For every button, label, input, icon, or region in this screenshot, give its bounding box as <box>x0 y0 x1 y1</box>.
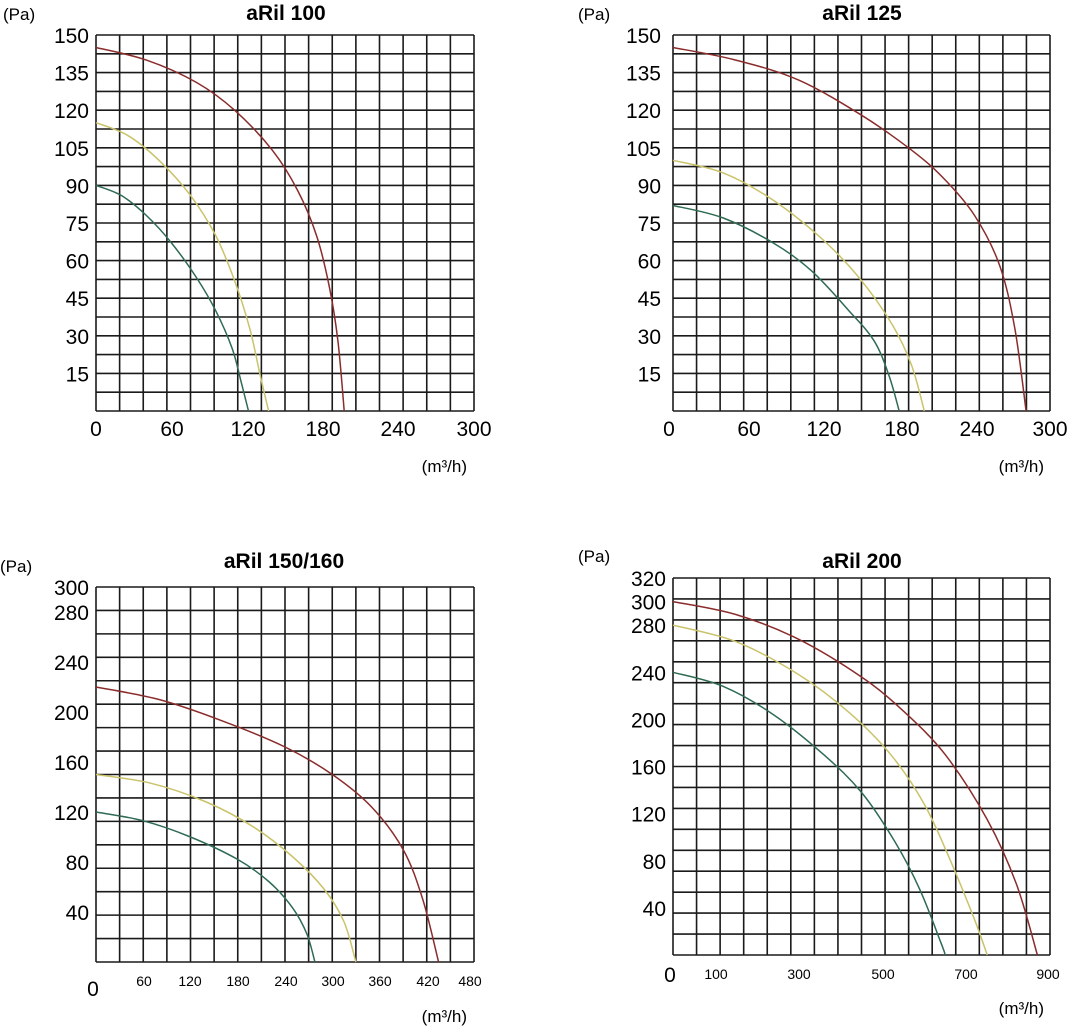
y-tick-label: 60 <box>66 251 89 274</box>
y-tick-label: 135 <box>54 63 89 86</box>
x-tick-label: 180 <box>884 418 919 441</box>
y-tick-label: 120 <box>626 100 661 123</box>
y-tick-label: 90 <box>638 175 661 198</box>
y-tick-label: 240 <box>54 652 89 675</box>
fan-curve-red <box>95 686 440 963</box>
fan-curve-yellow <box>672 159 926 412</box>
x-tick-label: 0 <box>90 418 102 441</box>
chart-aril-150-160: aRil 150/160 (Pa) (m³/h) 40 80 120 160 200 240 28… <box>0 550 482 1026</box>
y-tick-label: 240 <box>631 662 666 685</box>
chart-aril-200: aRil 200(Pa)(m³/h)4080120160200240280300… <box>578 547 1060 1018</box>
fan-curve-yellow <box>672 624 988 956</box>
x-tick-label: 300 <box>321 973 345 989</box>
y-tick-label: 120 <box>54 802 89 825</box>
chart-title: aRil 125 <box>822 2 902 25</box>
x-tick-label: 360 <box>368 973 392 989</box>
y-tick-label: 80 <box>643 851 666 874</box>
x-tick-label: 700 <box>954 966 978 982</box>
x-axis-unit-label: (m³/h) <box>999 457 1044 476</box>
x-tick-label: 480 <box>458 973 482 989</box>
y-tick-label: 45 <box>638 288 661 311</box>
fan-curve-green <box>95 811 316 963</box>
y-tick-label: 105 <box>626 138 661 161</box>
y-tick-label: 160 <box>631 757 666 780</box>
fan-curve-red <box>95 46 345 412</box>
x-tick-label: 420 <box>416 973 440 989</box>
x-tick-label: 120 <box>230 418 265 441</box>
y-tick-label: 105 <box>54 138 89 161</box>
y-tick-label: 40 <box>643 898 666 921</box>
y-tick-label: 60 <box>638 251 661 274</box>
fan-curve-red <box>672 600 1039 956</box>
y-axis-unit-label: (Pa) <box>3 5 35 24</box>
x-axis-unit-label: (m³/h) <box>422 1007 467 1026</box>
x-tick-label: 300 <box>1032 418 1067 441</box>
fan-curve-yellow <box>95 773 357 963</box>
y-tick-label: 200 <box>54 702 89 725</box>
x-tick-label: 180 <box>305 418 340 441</box>
y-tick-label: 135 <box>626 63 661 86</box>
y-tick-label: 15 <box>66 363 89 386</box>
x-tick-label: 240 <box>274 973 298 989</box>
fan-curve-yellow <box>95 122 270 412</box>
x-tick-label: 60 <box>737 418 760 441</box>
x-tick-label: 0 <box>663 418 675 441</box>
y-tick-label: 280 <box>54 602 89 625</box>
x-tick-label: 900 <box>1036 966 1060 982</box>
y-tick-label: 320 <box>631 568 666 591</box>
y-tick-label: 75 <box>638 213 661 236</box>
chart-aril-100: aRil 100 (Pa) (m³/h) 15 30 45 60 75 90 105 120 135 1… <box>3 2 492 476</box>
chart-title: aRil 150/160 <box>224 550 344 573</box>
x-axis-unit-label: (m³/h) <box>999 999 1044 1018</box>
y-tick-label: 300 <box>631 592 666 615</box>
y-tick-label: 40 <box>66 902 89 925</box>
fan-curve-green <box>95 184 250 412</box>
chart-title: aRil 200 <box>822 550 901 573</box>
x-tick-label: 120 <box>178 973 202 989</box>
x-tick-label: 240 <box>959 418 994 441</box>
x-tick-label-zero: 0 <box>87 978 99 1001</box>
y-tick-label: 150 <box>626 25 661 48</box>
y-tick-label: 15 <box>638 363 661 386</box>
y-axis-unit-label: (Pa) <box>578 547 610 566</box>
x-tick-label: 120 <box>806 418 841 441</box>
y-axis-unit-label: (Pa) <box>578 5 610 24</box>
y-tick-label: 75 <box>66 213 89 236</box>
y-tick-label: 90 <box>66 175 89 198</box>
x-tick-label: 500 <box>871 966 895 982</box>
y-tick-label: 300 <box>54 577 89 600</box>
x-tick-label: 60 <box>160 418 183 441</box>
x-tick-label: 180 <box>226 973 250 989</box>
y-tick-label: 120 <box>54 100 89 123</box>
x-tick-label: 60 <box>136 973 152 989</box>
y-tick-label: 280 <box>631 615 666 638</box>
y-tick-label: 30 <box>638 326 661 349</box>
x-tick-label-zero: 0 <box>664 964 676 987</box>
y-tick-label: 200 <box>631 709 666 732</box>
x-axis-unit-label: (m³/h) <box>422 457 467 476</box>
y-tick-label: 80 <box>66 852 89 875</box>
y-tick-label: 45 <box>66 288 89 311</box>
x-tick-label: 300 <box>456 418 491 441</box>
fan-curve-green <box>672 204 900 412</box>
chart-aril-125: aRil 125 (Pa) (m³/h) 15 30 45 60 75 90 105 120 135 1… <box>578 2 1068 476</box>
y-tick-label: 120 <box>631 804 666 827</box>
y-tick-label: 150 <box>54 25 89 48</box>
y-tick-label: 160 <box>54 752 89 775</box>
fan-curve-red <box>672 46 1027 412</box>
y-tick-label: 30 <box>66 326 89 349</box>
x-tick-label: 300 <box>787 966 811 982</box>
y-axis-unit-label: (Pa) <box>0 557 32 576</box>
chart-title: aRil 100 <box>246 2 325 25</box>
fan-curve-green <box>672 671 947 956</box>
x-tick-label: 240 <box>380 418 415 441</box>
x-tick-label: 100 <box>704 966 728 982</box>
